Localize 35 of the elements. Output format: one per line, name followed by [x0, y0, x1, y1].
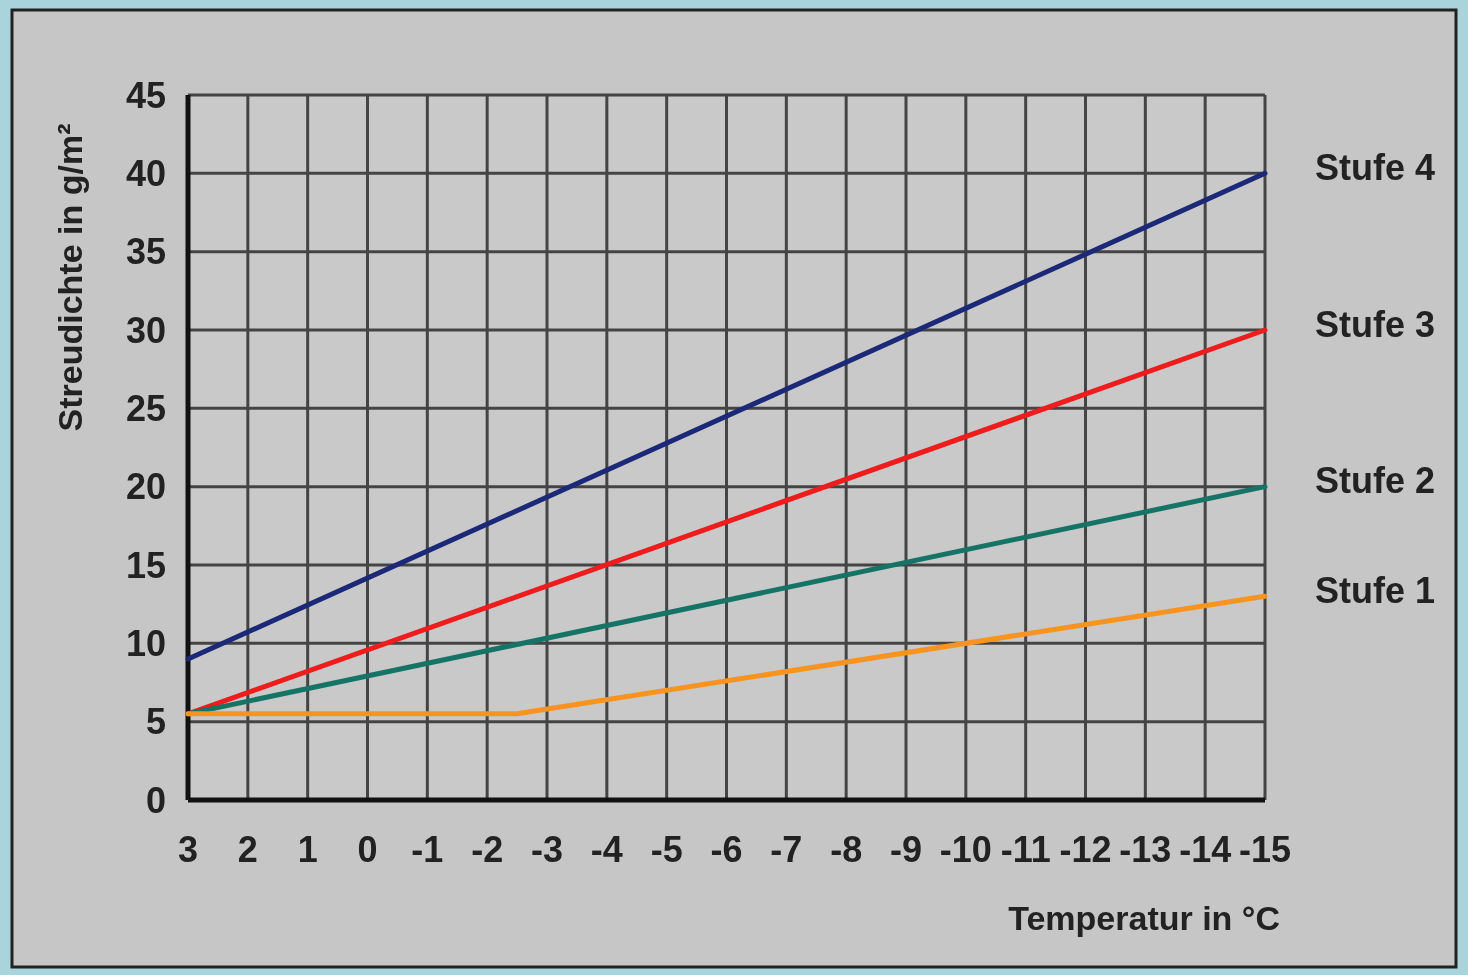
x-tick-label: -1 — [411, 829, 444, 870]
x-tick-label: 2 — [237, 829, 258, 870]
y-tick-label: 15 — [125, 544, 166, 586]
x-tick-label: -10 — [939, 829, 992, 870]
x-tick-label: -2 — [471, 829, 504, 870]
y-tick-label: 20 — [125, 466, 166, 508]
series-label: Stufe 3 — [1315, 303, 1436, 345]
x-tick-label: -6 — [710, 829, 743, 870]
x-tick-label: -5 — [650, 829, 683, 870]
series-label: Stufe 1 — [1315, 569, 1436, 611]
x-tick-label: -8 — [830, 829, 863, 870]
x-tick-label: -13 — [1119, 829, 1172, 870]
x-tick-label: -4 — [590, 829, 623, 870]
series-label: Stufe 4 — [1315, 146, 1436, 188]
x-tick-label: -7 — [770, 829, 803, 870]
series-label: Stufe 2 — [1315, 460, 1436, 502]
x-tick-label: -14 — [1179, 829, 1232, 870]
x-tick-label: -9 — [889, 829, 923, 870]
y-tick-label: 5 — [145, 701, 166, 743]
y-tick-label: 40 — [125, 152, 166, 194]
x-tick-label: 0 — [357, 829, 378, 870]
x-tick-label: 1 — [297, 829, 318, 870]
y-axis-title: Streudichte in g/m² — [51, 123, 89, 432]
y-tick-label: 45 — [125, 74, 166, 116]
x-tick-label: 3 — [177, 829, 199, 870]
x-tick-label: -11 — [1000, 829, 1051, 870]
y-tick-label: 30 — [125, 309, 166, 351]
x-tick-label: -15 — [1238, 829, 1292, 870]
y-tick-label: 10 — [125, 622, 166, 664]
y-tick-label: 35 — [125, 231, 166, 273]
x-axis-title: Temperatur in °C — [1008, 899, 1280, 937]
x-tick-label: -3 — [530, 829, 564, 870]
y-tick-label: 0 — [145, 779, 166, 821]
y-tick-label: 25 — [125, 387, 166, 429]
x-tick-label: -12 — [1059, 829, 1112, 870]
